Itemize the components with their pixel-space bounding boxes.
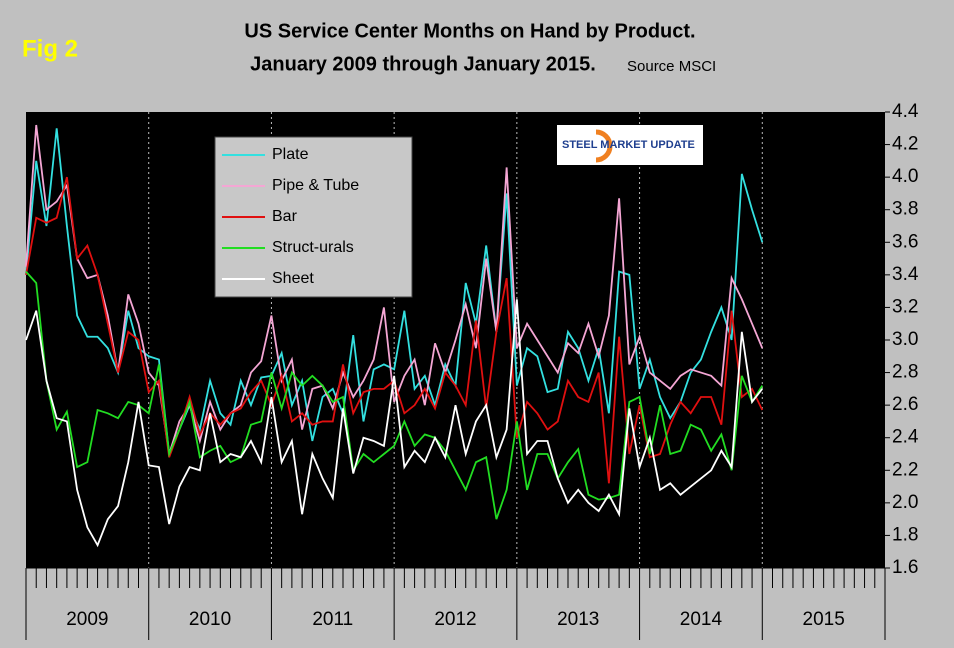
y-tick-label: 1.8 [892, 524, 918, 545]
y-tick-label: 3.8 [892, 199, 918, 220]
y-tick-label: 3.4 [892, 264, 919, 285]
x-tick-label: 2014 [680, 609, 723, 630]
y-tick-label: 4.0 [892, 166, 918, 187]
logo: STEEL MARKET UPDATE [557, 125, 703, 165]
x-tick-label: 2013 [557, 609, 599, 630]
y-tick-label: 3.0 [892, 329, 918, 350]
series-line [25, 270, 764, 520]
y-tick-label: 1.6 [892, 557, 918, 578]
legend-label: Pipe & Tube [272, 177, 359, 194]
logo-swoosh [595, 129, 613, 163]
y-tick-label: 3.2 [892, 296, 918, 317]
series-line [25, 124, 764, 455]
x-tick-label: 2009 [66, 609, 108, 630]
legend-label: Plate [272, 146, 309, 163]
series-line [25, 299, 763, 548]
figure-label: Fig 2 [22, 35, 78, 62]
x-tick-label: 2011 [312, 609, 353, 630]
legend-label: Struct-urals [272, 239, 354, 256]
y-tick-label: 2.4 [892, 427, 919, 448]
x-tick-label: 2012 [434, 609, 476, 630]
y-tick-label: 2.6 [892, 394, 918, 415]
chart-subtitle: January 2009 through January 2015. [250, 53, 596, 75]
logo-box [557, 125, 703, 165]
legend-label: Bar [272, 208, 298, 225]
logo-text: STEEL MARKET UPDATE [562, 139, 695, 151]
series-line [25, 128, 764, 455]
legend-label: Sheet [272, 270, 314, 287]
y-tick-label: 2.0 [892, 492, 918, 513]
x-tick-label: 2015 [803, 609, 845, 630]
y-tick-label: 4.2 [892, 134, 918, 155]
source: Source MSCI [627, 58, 716, 75]
x-tick-label: 2010 [189, 609, 231, 630]
y-tick-label: 2.2 [892, 459, 918, 480]
chart-title: US Service Center Months on Hand by Prod… [244, 20, 695, 42]
y-tick-label: 2.8 [892, 362, 918, 383]
y-tick-label: 3.6 [892, 231, 918, 252]
y-tick-label: 4.4 [892, 101, 919, 122]
